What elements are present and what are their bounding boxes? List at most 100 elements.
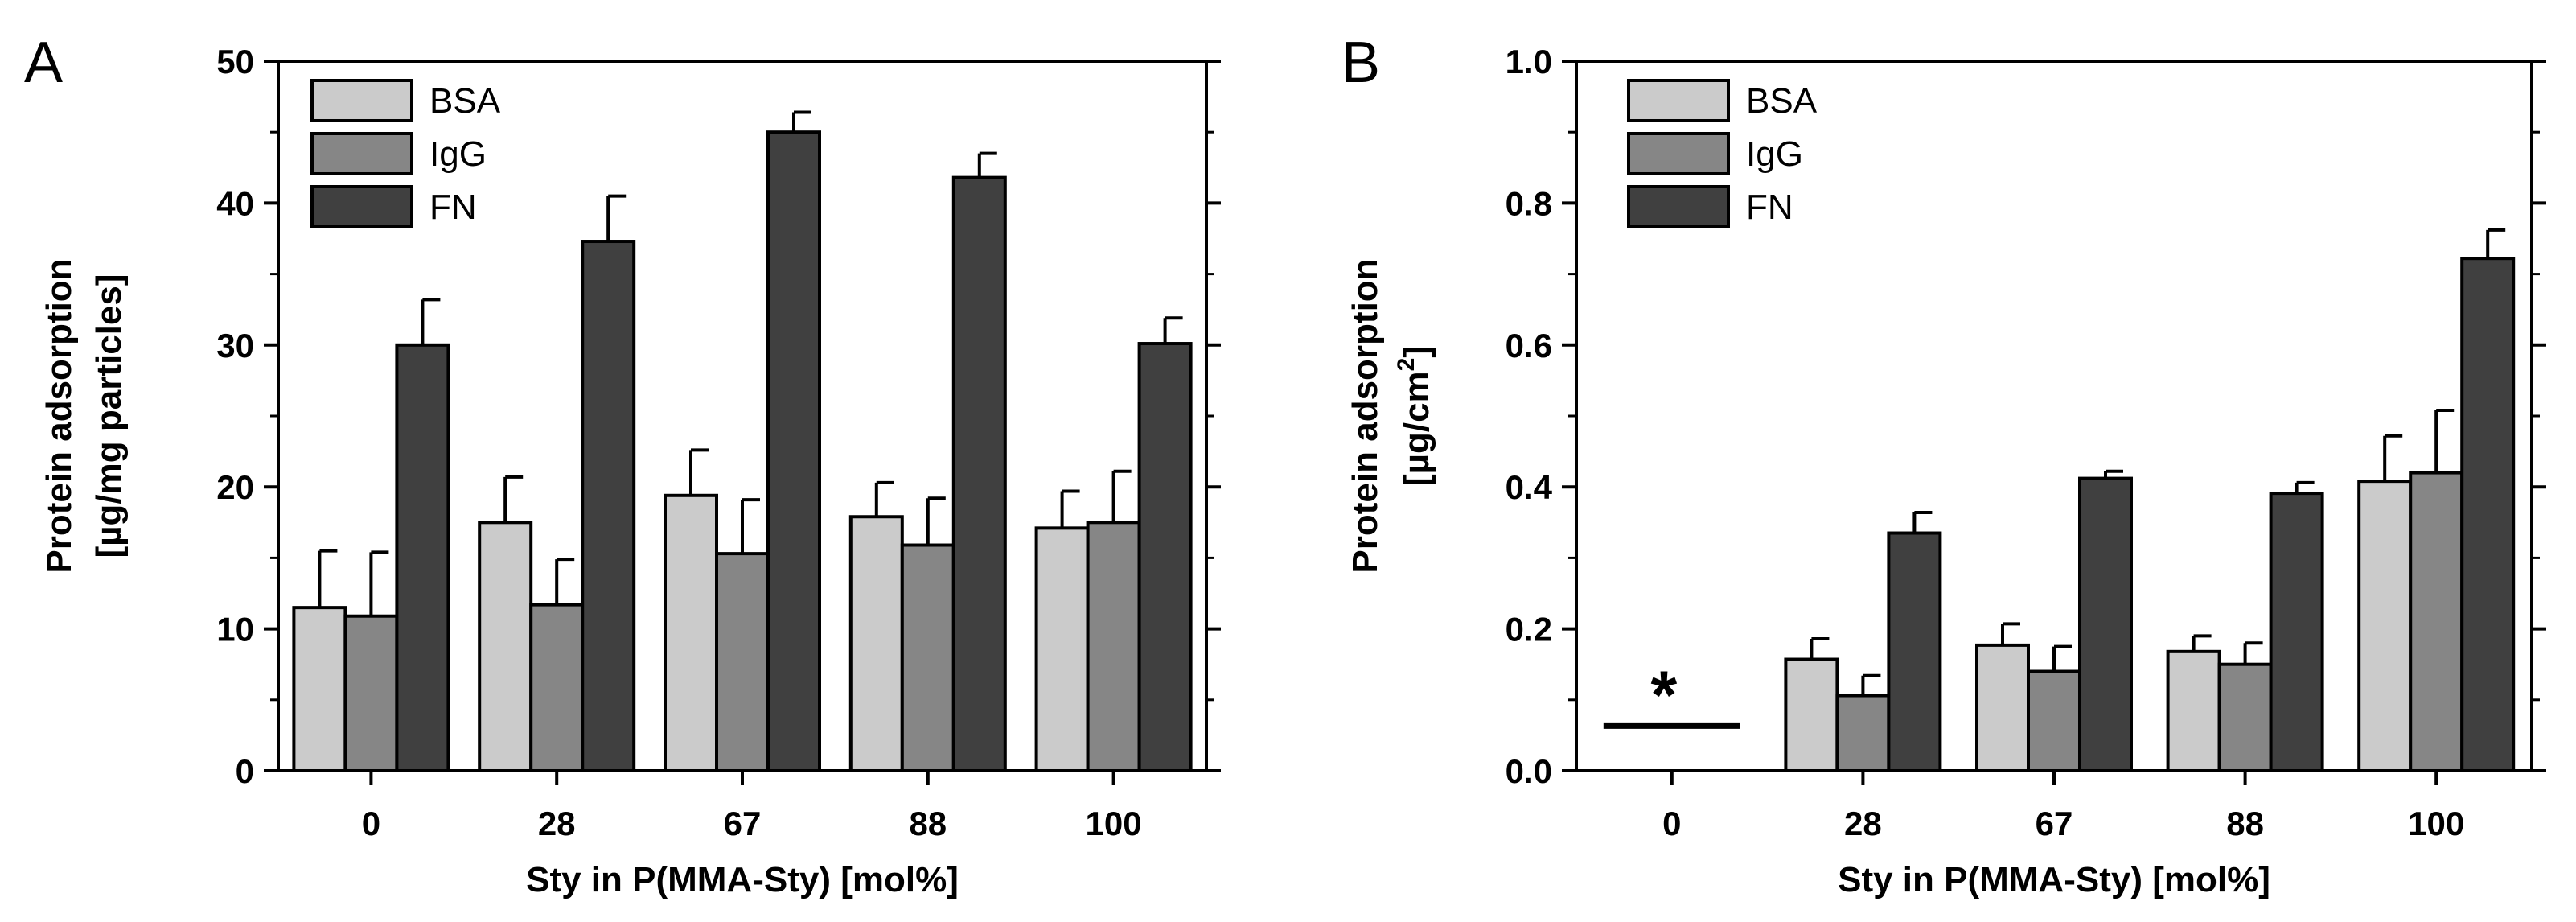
error-bar-fn-0 [421,298,441,345]
bar-fn-100 [2460,257,2516,773]
x-tick-label: 67 [2036,805,2073,842]
x-tick-label: 0 [1662,805,1681,842]
bar-bsa-0 [292,606,347,773]
legend-label-igg: IgG [429,134,487,174]
bar-igg-88 [2217,662,2273,773]
y-tick-label: 0.4 [1506,468,1553,506]
bar-bsa-100 [2357,480,2413,772]
legend-label-igg: IgG [1746,134,1803,174]
legend-swatch-fn [1627,185,1730,228]
error-bar-bsa-67 [689,448,709,496]
error-bar-fn-88 [2295,480,2315,494]
bar-bsa-28 [478,521,533,772]
error-bar-bsa-28 [1810,636,1830,660]
y-axis-unit-part: [µg/cm [1397,371,1436,486]
y-axis-unit-close: ] [1397,346,1436,358]
bar-igg-100 [1086,521,1141,772]
y-tick-label: 40 [216,184,254,222]
error-bar-bsa-0 [318,549,338,608]
chart-panel-a: A 0 28 67 88 100 0 10 20 30 40 50 Sty in P(MMA-Sty) … [24,31,1221,899]
y-axis-unit: [µg/mg particles] [89,274,129,558]
bar-igg-67 [715,552,770,772]
x-axis-title: Sty in P(MMA-Sty) [mol%] [526,860,959,899]
y-tick-label: 0.2 [1506,611,1552,648]
legend-label-bsa: BSA [1746,81,1818,121]
error-bar-bsa-88 [2192,634,2212,652]
x-axis-title: Sty in P(MMA-Sty) [mol%] [1838,860,2270,899]
error-bar-igg-88 [926,496,946,545]
y-axis-title: Protein adsorption [39,258,79,573]
bar-igg-28 [1835,694,1891,772]
y-axis-unit-superscript: 2 [1393,358,1419,372]
bar-fn-100 [1137,342,1193,772]
y-tick-label: 0.0 [1506,752,1552,790]
bar-fn-88 [951,175,1007,772]
x-tick-label: 88 [2226,805,2264,842]
y-tick-label: 1.0 [1506,43,1552,80]
x-tick-label: 28 [538,805,576,842]
error-bar-fn-88 [977,151,997,178]
bar-fn-67 [2078,476,2133,773]
legend-label-bsa: BSA [429,81,501,121]
error-bar-igg-100 [2434,408,2455,473]
y-tick-label: 0 [236,752,254,790]
bar-fn-0 [395,343,450,772]
legend-label-fn: FN [429,187,477,227]
y-tick-label: 0.8 [1506,184,1552,222]
legend-label-fn: FN [1746,187,1793,227]
bar-bsa-28 [1784,657,1839,772]
y-tick-label: 10 [216,611,254,648]
error-bar-bsa-88 [874,480,894,517]
bar-fn-88 [2269,492,2324,772]
y-tick-label: 50 [216,43,254,80]
error-bar-fn-67 [792,110,811,133]
y-tick-label: 0.6 [1506,327,1552,364]
error-bar-fn-100 [2486,228,2506,259]
bar-igg-0 [343,614,399,772]
bar-igg-88 [900,543,955,772]
error-bar-fn-28 [1912,510,1933,533]
error-bar-igg-28 [555,558,575,605]
y-tick-label: 20 [216,468,254,506]
chart-panel-b: B 0 28 67 88 100 * 0.0 0.2 0.4 0.6 0.8 1.0 Sty in P(M… [1341,31,2546,899]
error-bar-bsa-100 [1060,489,1080,529]
bar-bsa-67 [1975,643,2030,772]
error-bar-bsa-28 [503,475,524,523]
bar-bsa-88 [848,515,904,773]
error-bar-fn-100 [1163,316,1183,344]
y-tick-label: 30 [216,327,254,364]
x-tick-label: 28 [1844,805,1882,842]
error-bar-igg-100 [1111,469,1132,523]
y-axis-title: Protein adsorption [1346,258,1385,573]
asterisk-annotation: * [1650,657,1677,732]
legend-swatch-igg [1627,132,1730,175]
bar-bsa-100 [1034,526,1090,773]
x-tick-label: 0 [362,805,380,842]
bar-igg-28 [529,603,585,772]
error-bar-igg-88 [2243,641,2263,665]
legend-swatch-bsa [1627,79,1730,122]
bar-igg-67 [2027,669,2081,773]
legend-swatch-bsa [310,79,413,122]
bar-fn-28 [581,240,636,772]
bar-bsa-67 [664,493,718,772]
panel-label: B [1341,31,1380,95]
legend-swatch-igg [310,132,413,175]
x-tick-label: 67 [724,805,762,842]
legend-swatch-fn [310,185,413,228]
x-tick-label: 88 [909,805,947,842]
error-bar-igg-67 [2052,644,2072,672]
error-bar-igg-67 [741,498,760,554]
error-bar-bsa-100 [2383,434,2403,482]
error-bar-fn-28 [606,194,627,242]
bar-bsa-88 [2166,649,2221,772]
x-tick-label: 100 [1086,805,1142,842]
error-bar-fn-67 [2104,469,2123,479]
bar-fn-28 [1887,531,1942,773]
error-bar-igg-0 [369,550,389,616]
bar-igg-100 [2409,471,2464,772]
panel-label: A [24,31,63,95]
y-axis-unit: [µg/cm2] [1393,346,1436,486]
x-tick-label: 100 [2408,805,2464,842]
